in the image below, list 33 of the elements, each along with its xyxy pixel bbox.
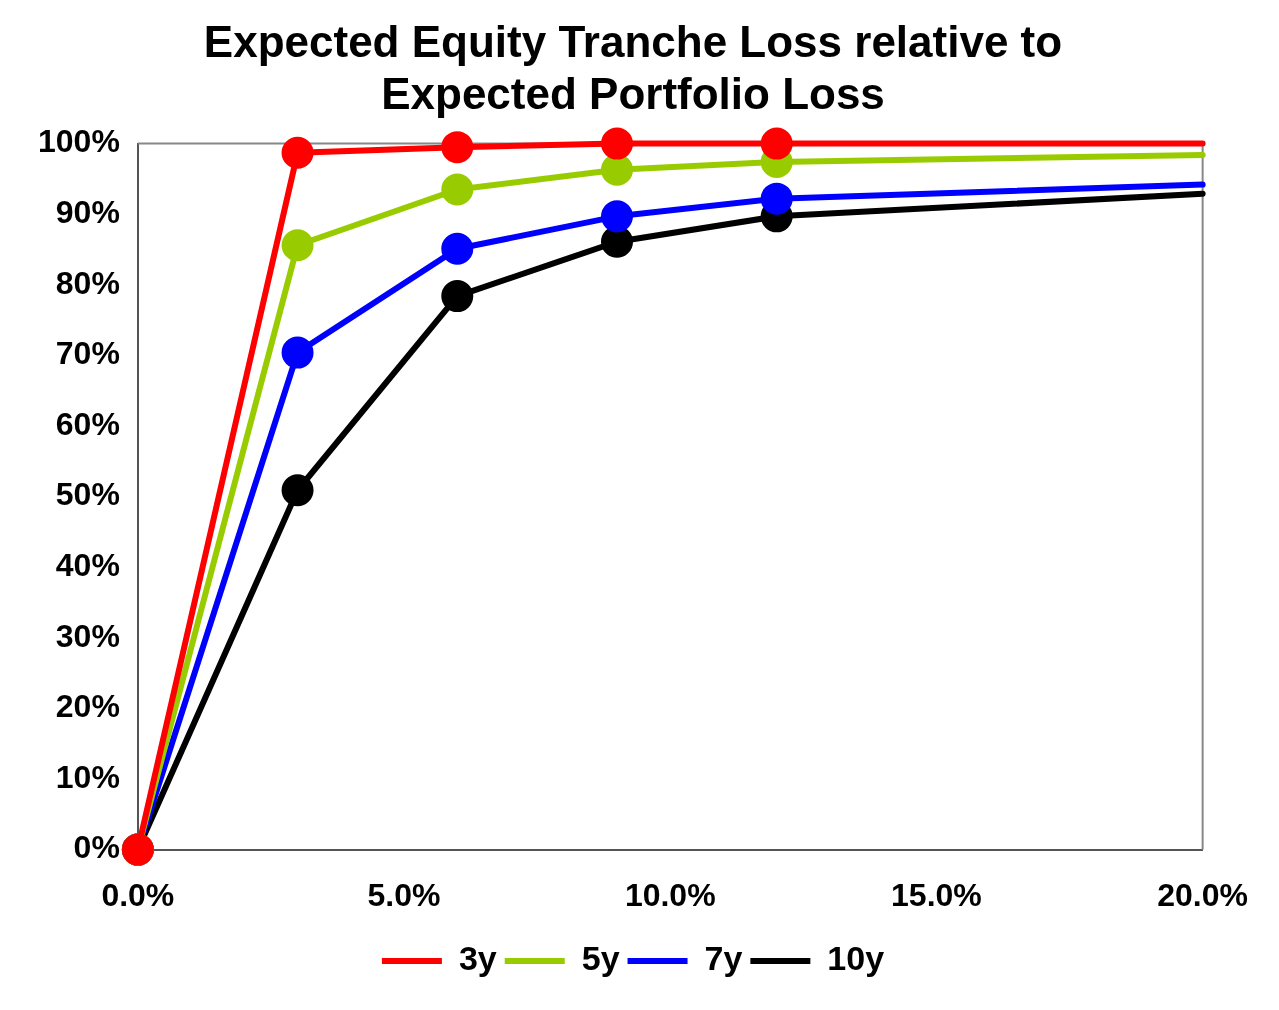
x-tick-label: 15.0% bbox=[891, 876, 982, 913]
legend-label: 5y bbox=[581, 939, 620, 978]
point bbox=[601, 127, 633, 160]
x-tick-label: 5.0% bbox=[367, 876, 441, 913]
y-tick-label: 70% bbox=[55, 335, 120, 372]
point bbox=[441, 280, 474, 313]
legend-label: 7y bbox=[704, 939, 743, 978]
y-tick-label: 40% bbox=[55, 547, 120, 584]
legend-label: 10y bbox=[827, 939, 885, 978]
y-tick-label: 10% bbox=[55, 758, 120, 795]
y-tick-label: 50% bbox=[55, 476, 120, 513]
y-tick-label: 30% bbox=[55, 617, 120, 654]
x-tick-label: 20.0% bbox=[1157, 876, 1248, 913]
y-tick-label: 100% bbox=[38, 123, 120, 160]
y-tick-label: 20% bbox=[55, 688, 120, 725]
point bbox=[281, 229, 314, 262]
chart-title: Expected Equity Tranche Loss relative to Expected Portfolio Loss bbox=[203, 16, 1063, 119]
point bbox=[760, 127, 793, 160]
point bbox=[281, 336, 314, 369]
point bbox=[601, 200, 633, 233]
point bbox=[441, 131, 474, 164]
legend-label: 3y bbox=[458, 939, 497, 978]
x-tick-label: 10.0% bbox=[624, 876, 716, 913]
y-tick-label: 60% bbox=[55, 405, 120, 442]
point bbox=[760, 182, 793, 215]
point bbox=[281, 136, 314, 169]
point bbox=[441, 232, 474, 265]
y-tick-label: 0% bbox=[73, 829, 120, 866]
x-tick-label: 0.0% bbox=[101, 876, 175, 913]
point bbox=[441, 173, 474, 206]
y-tick-label: 90% bbox=[55, 194, 120, 231]
point bbox=[281, 474, 314, 507]
y-tick-label: 80% bbox=[55, 264, 120, 301]
